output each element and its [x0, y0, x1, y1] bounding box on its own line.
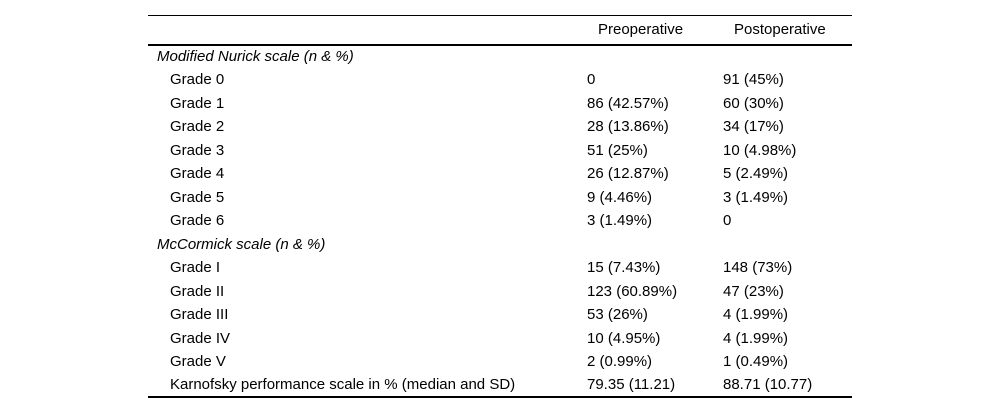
- preoperative-value: 15 (7.43%): [587, 259, 661, 277]
- preoperative-value: 28 (13.86%): [587, 118, 669, 136]
- preoperative-value: 2 (0.99%): [587, 353, 653, 371]
- table-row: Grade 0 0 91 (45%): [148, 68, 852, 92]
- outcome-scales-table: Preoperative Postoperative Modified Nuri…: [148, 15, 852, 398]
- preoperative-value: 86 (42.57%): [587, 94, 669, 112]
- empty-cell: [587, 233, 723, 257]
- header-preoperative: Preoperative: [598, 21, 684, 39]
- empty-cell: [587, 45, 723, 69]
- table-row: Grade III 53 (26%) 4 (1.99%): [148, 303, 852, 327]
- row-label: Grade 4: [170, 165, 225, 183]
- preoperative-value: 10 (4.95%): [587, 329, 661, 347]
- header-blank: [148, 16, 587, 45]
- postoperative-value: 88.71 (10.77): [723, 376, 813, 394]
- table-row: Grade 3 51 (25%) 10 (4.98%): [148, 139, 852, 163]
- row-label: Grade V: [170, 353, 226, 371]
- section-header-label: McCormick scale (n & %): [157, 235, 326, 253]
- preoperative-value: 51 (25%): [587, 141, 648, 159]
- postoperative-value: 4 (1.99%): [723, 329, 789, 347]
- row-label: Grade III: [170, 306, 229, 324]
- table-row: Grade 2 28 (13.86%) 34 (17%): [148, 115, 852, 139]
- table-row: Grade V 2 (0.99%) 1 (0.49%): [148, 350, 852, 374]
- postoperative-value: 3 (1.49%): [723, 188, 789, 206]
- table-row: Grade 1 86 (42.57%) 60 (30%): [148, 92, 852, 116]
- preoperative-value: 123 (60.89%): [587, 282, 678, 300]
- preoperative-value: 9 (4.46%): [587, 188, 653, 206]
- row-label: Grade 2: [170, 118, 225, 136]
- postoperative-value: 0: [723, 212, 732, 230]
- preoperative-value: 3 (1.49%): [587, 212, 653, 230]
- row-label: Grade 6: [170, 212, 225, 230]
- table-row: Grade 5 9 (4.46%) 3 (1.49%): [148, 186, 852, 210]
- postoperative-value: 1 (0.49%): [723, 353, 789, 371]
- table-row: Grade I 15 (7.43%) 148 (73%): [148, 256, 852, 280]
- postoperative-value: 34 (17%): [723, 118, 784, 136]
- preoperative-value: 26 (12.87%): [587, 165, 669, 183]
- row-label: Grade I: [170, 259, 221, 277]
- table-body: Modified Nurick scale (n & %) Grade 0 0 91 …: [148, 45, 852, 398]
- preoperative-value: 53 (26%): [587, 306, 648, 324]
- table-row: Karnofsky performance scale in % (median…: [148, 374, 852, 398]
- row-label: Grade II: [170, 282, 225, 300]
- preoperative-value: 0: [587, 71, 596, 89]
- postoperative-value: 4 (1.99%): [723, 306, 789, 324]
- column-header-row: Preoperative Postoperative: [148, 16, 852, 45]
- preoperative-value: 79.35 (11.21): [587, 376, 676, 394]
- row-label: Grade IV: [170, 329, 231, 347]
- table-row: Grade 4 26 (12.87%) 5 (2.49%): [148, 162, 852, 186]
- postoperative-value: 47 (23%): [723, 282, 784, 300]
- row-label: Grade 0: [170, 71, 225, 89]
- empty-cell: [723, 233, 852, 257]
- postoperative-value: 10 (4.98%): [723, 141, 797, 159]
- table-row: Grade II 123 (60.89%) 47 (23%): [148, 280, 852, 304]
- table-row: Grade 6 3 (1.49%) 0: [148, 209, 852, 233]
- postoperative-value: 5 (2.49%): [723, 165, 789, 183]
- header-postoperative: Postoperative: [734, 21, 826, 39]
- postoperative-value: 91 (45%): [723, 71, 784, 89]
- section-header-label: Modified Nurick scale (n & %): [157, 48, 354, 66]
- row-label: Grade 3: [170, 141, 225, 159]
- row-label: Karnofsky performance scale in % (median…: [170, 376, 516, 394]
- section-header-row: McCormick scale (n & %): [148, 233, 852, 257]
- postoperative-value: 148 (73%): [723, 259, 793, 277]
- empty-cell: [723, 45, 852, 69]
- row-label: Grade 1: [170, 94, 225, 112]
- postoperative-value: 60 (30%): [723, 94, 784, 112]
- table-row: Grade IV 10 (4.95%) 4 (1.99%): [148, 327, 852, 351]
- row-label: Grade 5: [170, 188, 225, 206]
- section-header-row: Modified Nurick scale (n & %): [148, 45, 852, 69]
